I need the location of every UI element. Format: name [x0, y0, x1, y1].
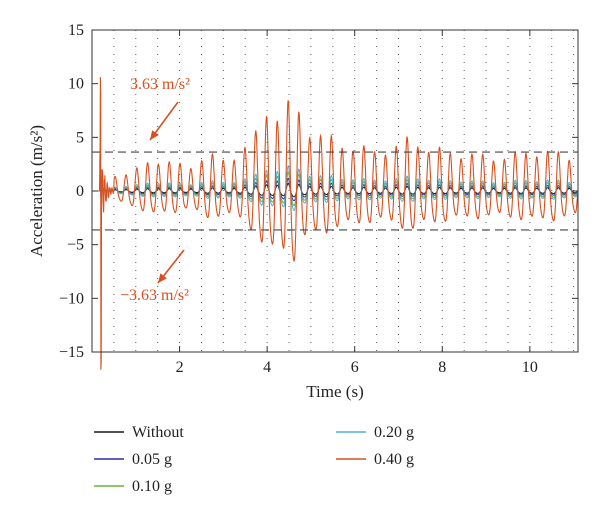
series-layer	[97, 76, 579, 370]
series-line-040g	[97, 76, 579, 370]
legend-label: 0.20 g	[374, 424, 414, 441]
x-tick-label: 10	[522, 359, 538, 376]
y-tick-label: −5	[67, 237, 84, 254]
y-tick-label: 10	[68, 76, 84, 93]
axes-layer: −15 −10 −5 0 5 10 15 2 4 6 8 10 Time (s) Acceleration…	[27, 22, 579, 401]
annotation-negative: −3.63 m/s²	[120, 287, 189, 304]
x-tick-label: 6	[351, 359, 359, 376]
legend-layer: Without 0.05 g 0.10 g 0.20 g 0.40 g	[94, 424, 414, 495]
y-tick-label: 5	[76, 129, 84, 146]
annotation-positive: 3.63 m/s²	[130, 76, 190, 93]
x-tick-label: 2	[176, 359, 184, 376]
y-tick-label: −10	[59, 290, 84, 307]
y-tick-label: −15	[59, 344, 84, 361]
annotation-arrow-negative-head	[158, 273, 167, 283]
annotation-arrow-positive-head	[150, 130, 159, 140]
legend-label: 0.10 g	[132, 478, 172, 495]
x-axis-label: Time (s)	[306, 382, 363, 401]
y-tick-label: 0	[76, 183, 84, 200]
legend-label: 0.05 g	[132, 451, 172, 468]
y-tick-label: 15	[68, 22, 84, 39]
y-axis-label: Acceleration (m/s²)	[27, 125, 46, 257]
annotation-layer: 3.63 m/s² −3.63 m/s²	[120, 76, 190, 304]
legend-label: 0.40 g	[374, 451, 414, 468]
threshold-layer	[92, 151, 578, 231]
x-tick-label: 4	[263, 359, 271, 376]
x-tick-label: 8	[438, 359, 446, 376]
legend-label: Without	[132, 424, 184, 441]
